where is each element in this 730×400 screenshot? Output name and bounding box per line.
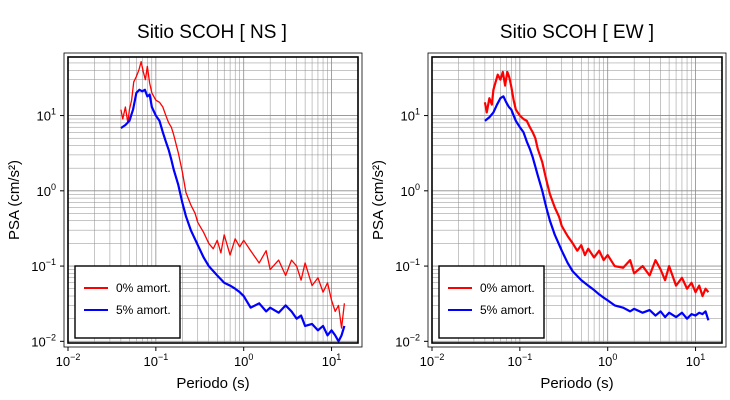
y-tick-label: 101 — [37, 107, 56, 124]
chart-title: Sitio SCOH [ NS ] — [137, 22, 287, 43]
series-line-damped — [120, 88, 346, 343]
series-group — [483, 70, 710, 321]
series-line-undamped — [120, 61, 346, 329]
y-tick-label: 100 — [401, 182, 420, 199]
y-tick-label: 100 — [37, 182, 56, 199]
x-tick-label: 100 — [234, 352, 253, 369]
chart-title: Sitio SCOH [ EW ] — [500, 22, 654, 43]
x-axis-label: Periodo (s) — [540, 375, 613, 392]
legend-label: 0% amort. — [480, 281, 535, 295]
axis-ticks — [424, 115, 697, 351]
x-tick-label: 101 — [686, 352, 705, 369]
x-tick-label: 101 — [322, 352, 341, 369]
legend-label: 0% amort. — [116, 281, 171, 295]
plot-frame-outer — [63, 52, 363, 348]
y-axis-label: PSA (cm/s²) — [370, 160, 387, 240]
y-tick-label: 10−2 — [395, 332, 420, 349]
series-group — [120, 61, 346, 343]
y-tick-label: 10−2 — [31, 332, 56, 349]
legend: 0% amort. 5% amort. — [74, 265, 181, 339]
plot-frame — [431, 56, 723, 344]
x-axis-label: Periodo (s) — [176, 375, 249, 392]
plot-frame-outer — [427, 52, 727, 348]
x-tick-label: 10−1 — [143, 352, 168, 369]
series-line-damped — [484, 95, 710, 321]
series-line-undamped — [483, 70, 710, 298]
y-tick-label: 10−1 — [395, 257, 420, 274]
y-axis-label: PSA (cm/s²) — [6, 160, 23, 240]
y-tick-label: 10−1 — [31, 257, 56, 274]
x-tick-label: 10−2 — [420, 352, 445, 369]
x-tick-label: 10−2 — [56, 352, 81, 369]
legend-label: 5% amort. — [480, 303, 535, 317]
legend-label: 5% amort. — [116, 303, 171, 317]
x-tick-label: 10−1 — [507, 352, 532, 369]
chart-panel-1: 10−2 10−1 100 101 10−2 10−1 100 101 Sitio SCOH [… — [6, 22, 363, 392]
legend-box — [438, 265, 545, 339]
plot-frame — [67, 56, 359, 344]
chart-panel-2: 10−2 10−1 100 101 10−2 10−1 100 101 Sitio SCOH [… — [370, 22, 727, 392]
y-tick-label: 101 — [401, 107, 420, 124]
legend-box — [74, 265, 181, 339]
legend: 0% amort. 5% amort. — [438, 265, 545, 339]
axis-ticks — [60, 115, 333, 351]
x-tick-label: 100 — [598, 352, 617, 369]
